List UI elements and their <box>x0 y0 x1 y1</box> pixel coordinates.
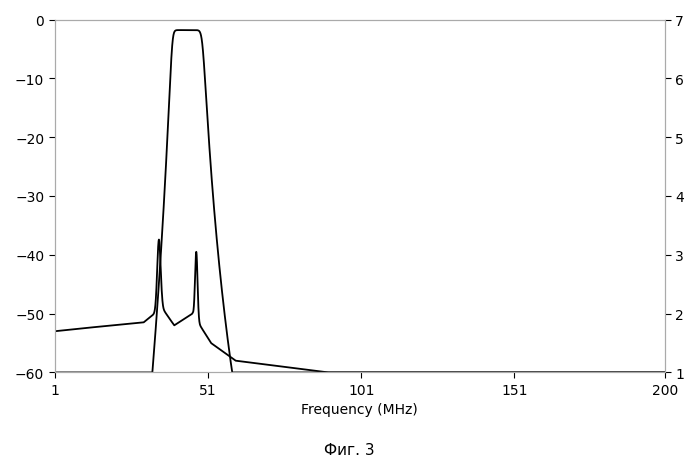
Text: Фиг. 3: Фиг. 3 <box>324 442 375 458</box>
X-axis label: Frequency (MHz): Frequency (MHz) <box>301 403 418 416</box>
